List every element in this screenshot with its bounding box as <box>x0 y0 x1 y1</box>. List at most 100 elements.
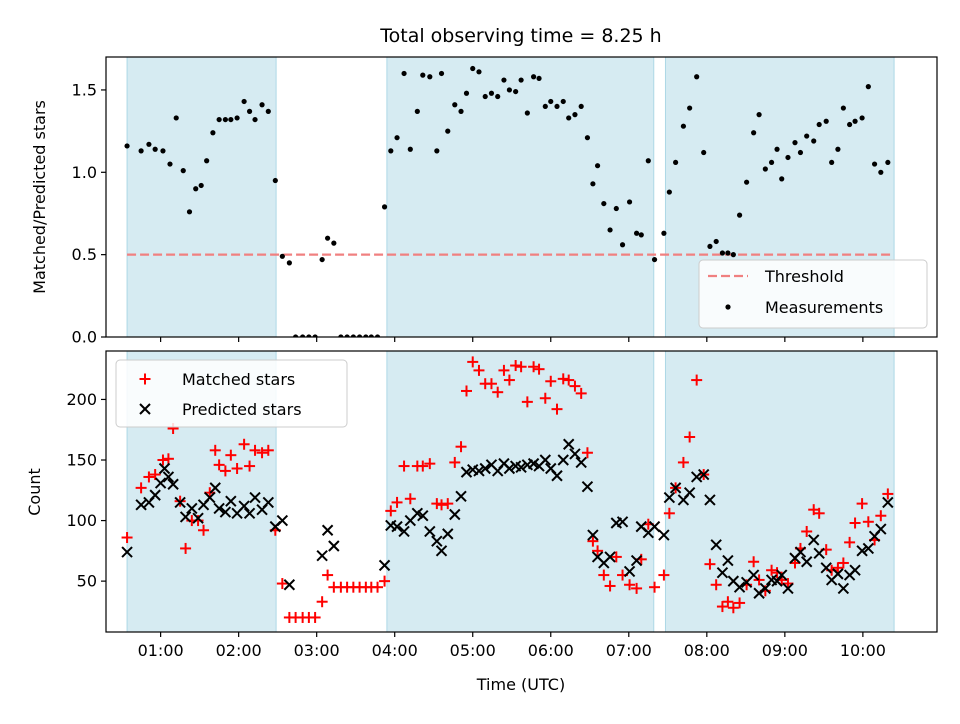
measurement-point <box>167 161 173 167</box>
y-tick-label: 100 <box>66 511 97 530</box>
measurement-point <box>300 334 306 337</box>
measurement-point <box>736 212 743 218</box>
matched-stars-point <box>727 602 739 614</box>
measurement-point <box>407 146 413 152</box>
predicted-stars-point <box>710 539 722 551</box>
legend-box <box>115 359 348 428</box>
matched-stars-point <box>551 403 563 415</box>
top-legend: Threshold Measurements <box>698 259 928 329</box>
measurement-point <box>560 98 566 105</box>
predicted-stars-point <box>238 500 250 512</box>
measurement-point <box>811 138 817 144</box>
matched-stars-point <box>684 431 696 443</box>
measurement-point <box>829 159 835 166</box>
matched-stars-point <box>539 392 551 404</box>
predicted-stars-point <box>759 582 772 595</box>
x-tick-label: 02:00 <box>216 641 262 660</box>
matched-stars-point <box>691 374 703 386</box>
measurement-point <box>694 74 700 80</box>
matched-stars-point <box>424 458 436 470</box>
measurement-point <box>645 158 651 164</box>
y-tick-label: 200 <box>66 390 97 409</box>
measurement-point <box>651 256 658 263</box>
matched-stars-point <box>143 471 155 483</box>
y-tick-label: 1.0 <box>72 163 97 182</box>
measurement-point <box>246 108 253 114</box>
measurement-point <box>204 158 210 164</box>
matched-stars-point <box>238 438 250 450</box>
predicted-stars-point <box>154 477 167 489</box>
measurement-point <box>463 90 470 96</box>
matched-stars-point <box>649 581 661 593</box>
measurement-point <box>344 334 350 337</box>
matched-stars-point <box>180 542 192 554</box>
measurement-point <box>601 200 607 207</box>
predicted-stars-point <box>813 547 825 559</box>
predicted-stars-point <box>820 562 832 574</box>
legend-matched-swatch <box>139 373 151 385</box>
predicted-stars-point <box>551 470 563 482</box>
predicted-stars-point <box>435 545 448 557</box>
predicted-stars-point <box>455 490 467 503</box>
chart-title: Total observing time = 8.25 h <box>379 25 661 47</box>
matched-stars-point <box>849 517 861 529</box>
matched-stars-point <box>515 361 527 373</box>
predicted-stars-point <box>630 554 643 567</box>
matched-stars-point <box>677 456 689 468</box>
x-tick-label: 04:00 <box>372 641 418 660</box>
measurement-point <box>871 161 878 167</box>
predicted-stars-point <box>832 568 844 580</box>
bottom-y-axis-label: Count <box>25 468 44 516</box>
matched-stars-point <box>135 482 147 494</box>
matched-stars-point <box>473 364 485 376</box>
predicted-stars-point <box>249 491 261 504</box>
matched-stars-point <box>322 569 334 581</box>
measurement-point <box>707 243 713 250</box>
predicted-stars-point <box>398 525 410 538</box>
measurement-point <box>785 154 791 161</box>
matched-stars-point <box>704 558 716 570</box>
shaded-interval <box>386 351 655 632</box>
measurement-point <box>241 98 247 105</box>
matched-stars-point <box>256 447 268 459</box>
matched-stars-point <box>431 498 443 510</box>
matched-stars-point <box>209 444 221 456</box>
measurement-point <box>548 98 554 105</box>
predicted-stars-point <box>243 507 256 520</box>
predicted-stars-point <box>204 491 216 504</box>
y-tick-label: 150 <box>66 451 97 470</box>
legend-predicted-label: Predicted stars <box>182 400 302 419</box>
matched-stars-point <box>162 453 174 465</box>
predicted-stars-point <box>697 468 710 481</box>
measurement-point <box>286 260 292 266</box>
x-tick-label: 06:00 <box>528 641 574 660</box>
matched-stars-point <box>610 551 622 563</box>
matched-stars-point <box>528 361 540 373</box>
predicted-stars-point <box>225 495 237 507</box>
measurement-point <box>438 70 445 77</box>
matched-stars-point <box>856 498 868 510</box>
matched-stars-point <box>557 373 569 385</box>
measurement-point <box>193 186 199 192</box>
measurement-point <box>666 189 672 195</box>
predicted-stars-point <box>669 482 682 494</box>
matched-stars-point <box>316 596 328 608</box>
predicted-stars-point <box>213 502 225 515</box>
measurement-point <box>756 112 762 118</box>
predicted-stars-point <box>209 482 221 494</box>
matched-stars-point <box>587 535 599 547</box>
top-axes-frame <box>105 56 938 338</box>
predicted-stars-point <box>587 529 599 541</box>
predicted-stars-point <box>219 506 232 518</box>
legend-threshold-label: Threshold <box>764 267 844 286</box>
measurement-point <box>420 72 426 78</box>
predicted-stars-point <box>167 478 179 490</box>
predicted-stars-point <box>882 496 894 509</box>
predicted-stars-point <box>604 551 616 563</box>
measurement-point <box>572 112 578 118</box>
top-y-axis-label: Matched/Predicted stars <box>30 100 49 294</box>
legend-matched-label: Matched stars <box>182 370 295 389</box>
predicted-stars-point <box>121 546 133 558</box>
measurement-point <box>594 163 601 169</box>
measurement-point <box>434 148 440 154</box>
